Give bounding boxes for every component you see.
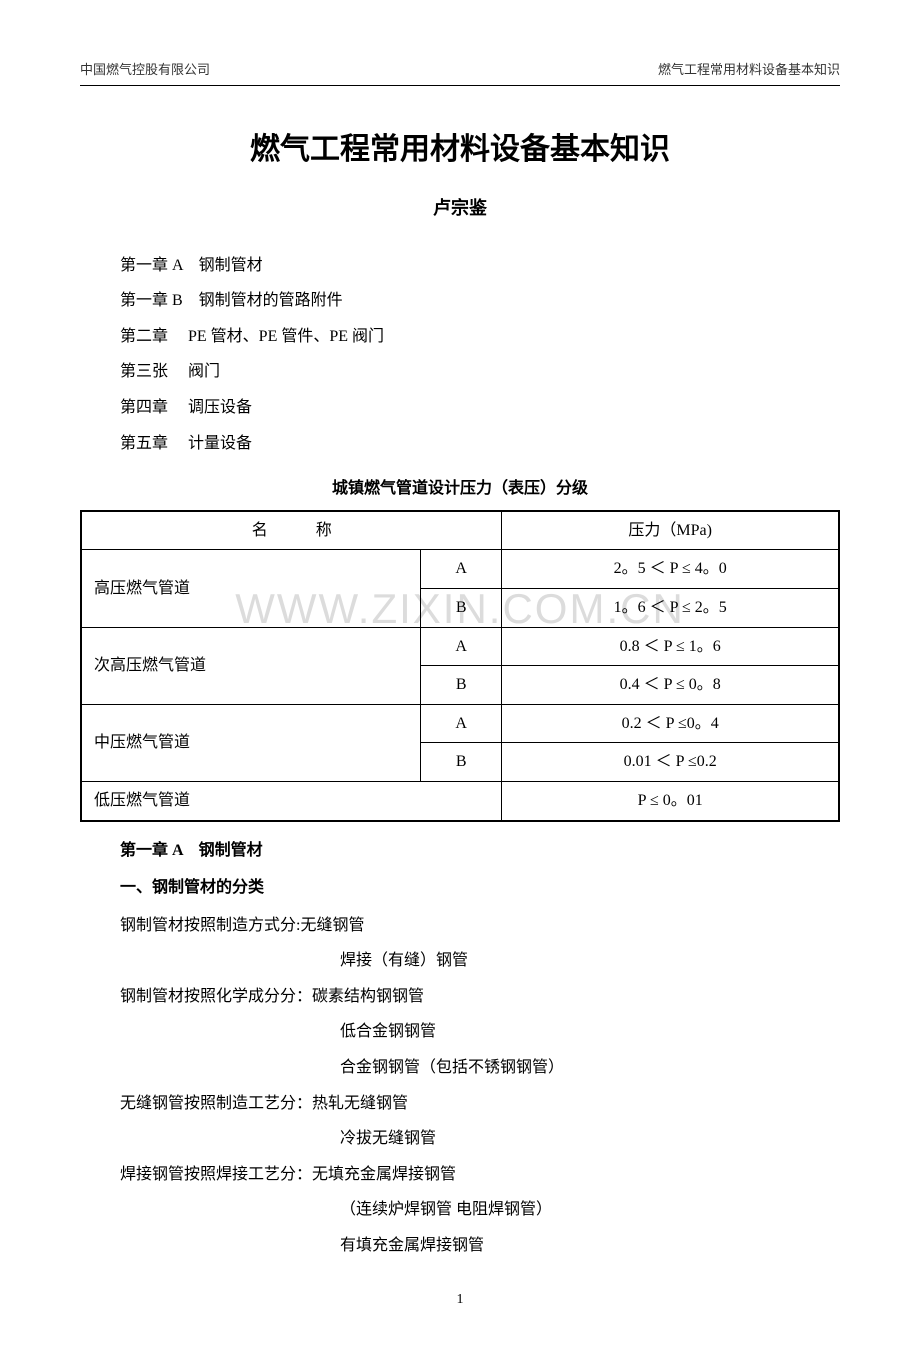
table-title: 城镇燃气管道设计压力（表压）分级: [80, 476, 840, 502]
toc-item: 第一章 B 钢制管材的管路附件: [120, 288, 840, 314]
cell-sub: B: [420, 666, 502, 705]
document-title: 燃气工程常用材料设备基本知识: [80, 126, 840, 174]
cell-sub: B: [420, 588, 502, 627]
body-text: 钢制管材按照制造方式分:无缝钢管: [120, 913, 840, 939]
toc-item: 第四章 调压设备: [120, 395, 840, 421]
body-text: 无缝钢管按照制造工艺分：热轧无缝钢管: [120, 1091, 840, 1117]
cell-value: P ≤ 0。01: [502, 781, 839, 820]
body-text: 冷拔无缝钢管: [340, 1126, 840, 1152]
body-text: 有填充金属焊接钢管: [340, 1233, 840, 1259]
header-right: 燃气工程常用材料设备基本知识: [658, 60, 840, 81]
sub-heading: 一、钢制管材的分类: [120, 875, 840, 901]
table-row: 低压燃气管道 P ≤ 0。01: [81, 781, 839, 820]
body-text: 焊接钢管按照焊接工艺分：无填充金属焊接钢管: [120, 1162, 840, 1188]
cell-sub: A: [420, 627, 502, 666]
cell-value: 0.2 ＜ P ≤0。4: [502, 704, 839, 743]
cell-value: 0.01 ＜ P ≤0.2: [502, 743, 839, 782]
table-row: 中压燃气管道 A 0.2 ＜ P ≤0。4: [81, 704, 839, 743]
cell-label: 次高压燃气管道: [81, 627, 420, 704]
pressure-table: 名 称 压力（MPa) 高压燃气管道 A 2。5 ＜ P ≤ 4。0 B 1。6…: [80, 510, 840, 822]
content-layer: 中国燃气控股有限公司 燃气工程常用材料设备基本知识 燃气工程常用材料设备基本知识…: [80, 60, 840, 1311]
body-text: 合金钢钢管（包括不锈钢钢管）: [340, 1055, 840, 1081]
body-text: 焊接（有缝）钢管: [340, 948, 840, 974]
body-text: （连续炉焊钢管 电阻焊钢管）: [340, 1197, 840, 1223]
cell-sub: B: [420, 743, 502, 782]
body-text: 钢制管材按照化学成分分：碳素结构钢钢管: [120, 984, 840, 1010]
cell-label: 低压燃气管道: [81, 781, 502, 820]
table-of-contents: 第一章 A 钢制管材 第一章 B 钢制管材的管路附件 第二章 PE 管材、PE …: [120, 253, 840, 457]
toc-item: 第三张 阀门: [120, 359, 840, 385]
cell-value: 2。5 ＜ P ≤ 4。0: [502, 550, 839, 589]
cell-label: 高压燃气管道: [81, 550, 420, 627]
table-header-row: 名 称 压力（MPa): [81, 511, 839, 550]
toc-item: 第一章 A 钢制管材: [120, 253, 840, 279]
cell-value: 1。6 ＜ P ≤ 2。5: [502, 588, 839, 627]
cell-value: 0.8 ＜ P ≤ 1。6: [502, 627, 839, 666]
cell-label: 中压燃气管道: [81, 704, 420, 781]
page-header: 中国燃气控股有限公司 燃气工程常用材料设备基本知识: [80, 60, 840, 81]
toc-item: 第五章 计量设备: [120, 431, 840, 457]
cell-sub: A: [420, 704, 502, 743]
header-left: 中国燃气控股有限公司: [80, 60, 210, 81]
page-number: 1: [80, 1289, 840, 1311]
document-author: 卢宗鉴: [80, 194, 840, 223]
table-row: 次高压燃气管道 A 0.8 ＜ P ≤ 1。6: [81, 627, 839, 666]
table-row: 高压燃气管道 A 2。5 ＜ P ≤ 4。0: [81, 550, 839, 589]
cell-value: 0.4 ＜ P ≤ 0。8: [502, 666, 839, 705]
col-name: 名 称: [81, 511, 502, 550]
col-pressure: 压力（MPa): [502, 511, 839, 550]
header-divider: [80, 85, 840, 86]
cell-sub: A: [420, 550, 502, 589]
body-text: 低合金钢钢管: [340, 1019, 840, 1045]
chapter-heading: 第一章 A 钢制管材: [120, 838, 840, 864]
toc-item: 第二章 PE 管材、PE 管件、PE 阀门: [120, 324, 840, 350]
